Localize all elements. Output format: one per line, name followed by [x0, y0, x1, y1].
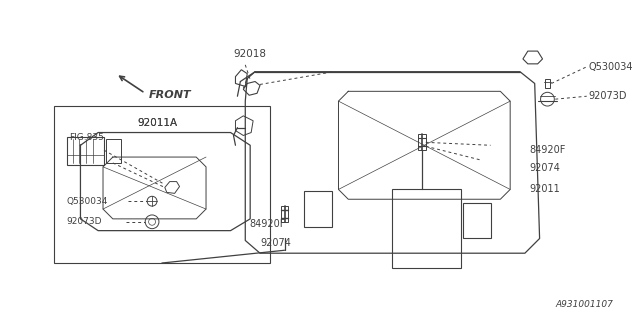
- Bar: [463, 203, 490, 238]
- Text: 92073D: 92073D: [67, 217, 102, 226]
- Text: FIG.835: FIG.835: [68, 133, 104, 142]
- Text: 92074: 92074: [530, 163, 561, 173]
- Text: 92073D: 92073D: [589, 91, 627, 101]
- Bar: [280, 206, 289, 222]
- Text: Q530034: Q530034: [67, 197, 108, 206]
- Text: 92011: 92011: [530, 184, 561, 195]
- Bar: [67, 137, 104, 165]
- Bar: [392, 189, 461, 268]
- Text: 92011A: 92011A: [138, 118, 177, 128]
- Text: 92074: 92074: [260, 238, 291, 248]
- Bar: [304, 191, 332, 227]
- Bar: [545, 79, 550, 88]
- Text: 84920F: 84920F: [530, 145, 566, 155]
- Text: 92018: 92018: [234, 49, 266, 59]
- Text: 84920F: 84920F: [249, 219, 285, 229]
- Text: 92011A: 92011A: [138, 118, 177, 128]
- Text: FRONT: FRONT: [149, 90, 192, 100]
- Text: Q530034: Q530034: [589, 62, 633, 72]
- Bar: [106, 140, 121, 163]
- Text: A931001107: A931001107: [556, 300, 613, 309]
- Bar: [54, 106, 270, 263]
- Bar: [418, 134, 426, 150]
